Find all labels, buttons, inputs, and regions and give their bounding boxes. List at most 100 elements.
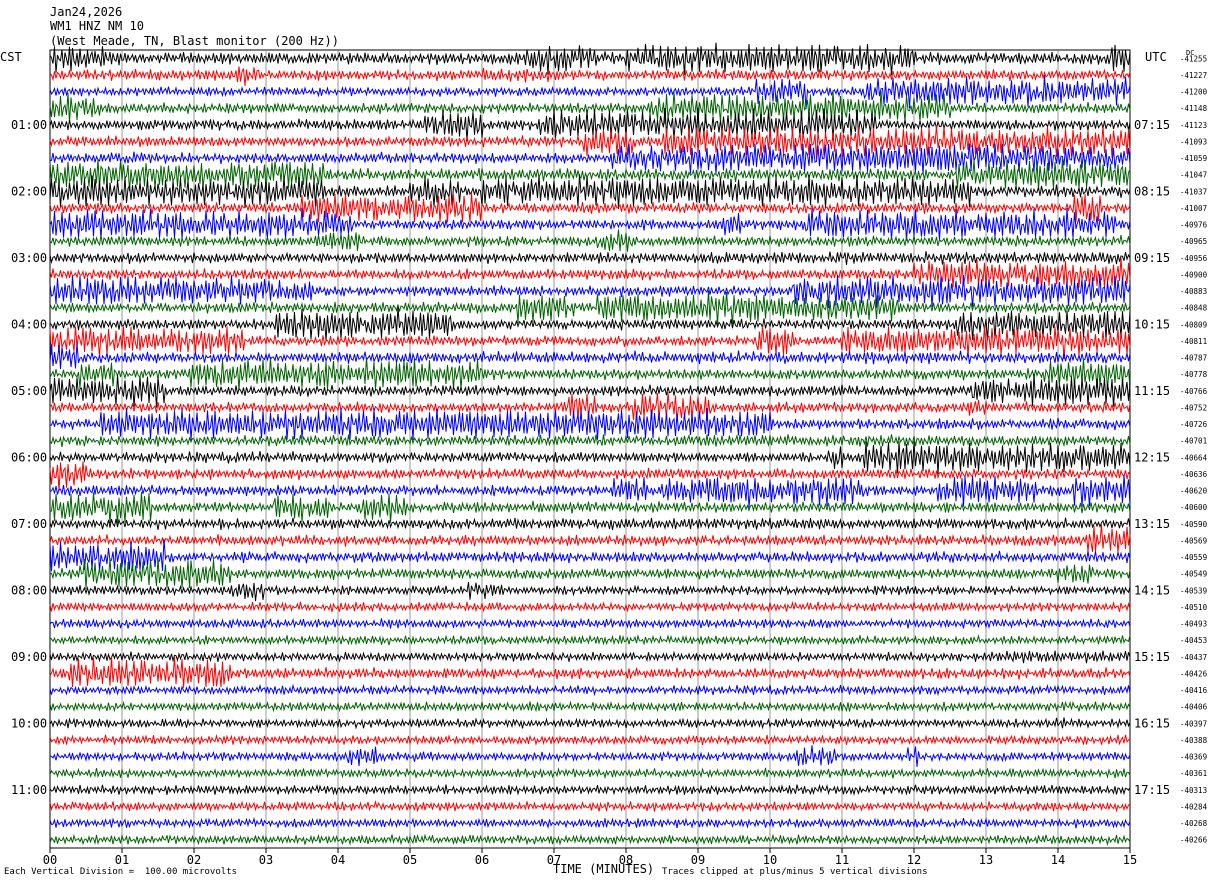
x-tick-label: 02 xyxy=(187,853,201,867)
trace-line xyxy=(49,733,1131,747)
trace-line xyxy=(49,274,1131,309)
dc-offset-label: -40510 xyxy=(1180,603,1208,612)
dc-offset-label: -40266 xyxy=(1180,836,1208,845)
dc-offset-label: -40416 xyxy=(1180,686,1208,695)
trace-line xyxy=(49,143,1131,175)
trace-line xyxy=(49,207,1131,241)
trace-line xyxy=(49,407,1131,441)
trace-line xyxy=(49,461,1131,492)
trace-line xyxy=(49,474,1131,508)
dc-offset-label: -40539 xyxy=(1180,586,1207,595)
trace-line xyxy=(49,517,1131,531)
trace-line xyxy=(49,539,1131,572)
x-tick-label: 05 xyxy=(403,853,417,867)
dc-offset-label: -41037 xyxy=(1180,187,1207,196)
dc-offset-label: -40726 xyxy=(1180,420,1208,429)
trace-line xyxy=(49,800,1131,813)
trace-line xyxy=(49,157,1131,192)
x-tick-label: 10 xyxy=(763,853,777,867)
x-tick-label: 04 xyxy=(331,853,345,867)
trace-line xyxy=(49,816,1131,830)
trace-line xyxy=(49,441,1131,475)
trace-line xyxy=(49,557,1131,590)
trace-line xyxy=(49,374,1131,408)
x-tick-label: 12 xyxy=(907,853,921,867)
dc-offset-label: -40284 xyxy=(1180,802,1208,811)
trace-line xyxy=(49,307,1131,342)
dc-offset-label: -40811 xyxy=(1180,337,1207,346)
x-tick-label: 14 xyxy=(1051,853,1065,867)
dc-offset-label: -40569 xyxy=(1180,536,1207,545)
cst-hour-label: 01:00 xyxy=(11,118,47,132)
x-tick-label: 15 xyxy=(1123,853,1137,867)
utc-hour-label: 11:15 xyxy=(1134,384,1170,398)
timezone-right-label: UTC xyxy=(1145,50,1167,64)
dc-offset-label: -41007 xyxy=(1180,204,1207,213)
utc-hour-label: 14:15 xyxy=(1134,583,1170,597)
utc-hour-label: 07:15 xyxy=(1134,118,1170,132)
x-tick-label: 00 xyxy=(43,853,57,867)
cst-hour-label: 10:00 xyxy=(11,716,47,730)
trace-line xyxy=(49,767,1131,780)
x-tick-label: 03 xyxy=(259,853,273,867)
dc-offset-label: -40549 xyxy=(1180,570,1207,579)
dc-offset-label: -40406 xyxy=(1180,703,1208,712)
trace-line xyxy=(49,251,1131,265)
trace-line xyxy=(49,392,1131,422)
station-description: (West Meade, TN, Blast monitor (200 Hz)) xyxy=(50,34,339,48)
dc-offset-label: -41200 xyxy=(1180,88,1208,97)
vertical-division-note: Each Vertical Division = 100.00 microvol… xyxy=(4,867,237,877)
x-axis-label: TIME (MINUTES) xyxy=(553,862,655,876)
trace-line xyxy=(49,192,1131,223)
trace-line xyxy=(49,683,1131,697)
timezone-left-label: CST xyxy=(0,50,22,64)
dc-offset-label: -40778 xyxy=(1180,370,1208,379)
dc-offset-label: -40397 xyxy=(1180,719,1207,728)
dc-offset-label: -40787 xyxy=(1180,354,1207,363)
utc-hour-label: 17:15 xyxy=(1134,783,1170,797)
dc-offset-label: -41059 xyxy=(1180,154,1207,163)
dc-offset-label: -40559 xyxy=(1180,553,1207,562)
trace-line xyxy=(49,325,1131,359)
trace-line xyxy=(49,600,1131,613)
trace-line xyxy=(49,745,1131,767)
utc-hour-label: 16:15 xyxy=(1134,716,1170,730)
trace-line xyxy=(49,617,1131,630)
trace-line xyxy=(49,257,1131,291)
dc-offset-label: -40900 xyxy=(1180,270,1208,279)
clipping-note: Traces clipped at plus/minus 5 vertical … xyxy=(662,867,928,877)
dc-offset-label: -40268 xyxy=(1180,819,1208,828)
dc-offset-header: DC xyxy=(1186,49,1195,57)
trace-line xyxy=(49,833,1131,847)
dc-offset-label: -40493 xyxy=(1180,620,1207,629)
x-tick-label: 11 xyxy=(835,853,849,867)
x-tick-label: 13 xyxy=(979,853,993,867)
trace-line xyxy=(49,66,1131,86)
cst-hour-label: 09:00 xyxy=(11,650,47,664)
dc-offset-label: -41148 xyxy=(1180,104,1208,113)
dc-offset-label: -40369 xyxy=(1180,753,1207,762)
x-tick-label: 06 xyxy=(475,853,489,867)
cst-hour-label: 02:00 xyxy=(11,184,47,198)
utc-hour-label: 13:15 xyxy=(1134,517,1170,531)
utc-hour-label: 15:15 xyxy=(1134,650,1170,664)
trace-line xyxy=(49,342,1131,370)
dc-offset-label: -40388 xyxy=(1180,736,1208,745)
trace-line xyxy=(49,290,1131,325)
cst-hour-label: 03:00 xyxy=(11,251,47,265)
dc-offset-label: -40848 xyxy=(1180,304,1208,313)
dc-offset-label: -40361 xyxy=(1180,769,1207,778)
dc-offset-label: -40766 xyxy=(1180,387,1208,396)
cst-hour-label: 08:00 xyxy=(11,583,47,597)
dc-offset-label: -40437 xyxy=(1180,653,1207,662)
trace-line xyxy=(49,700,1131,713)
dc-offset-label: -40636 xyxy=(1180,470,1208,479)
dc-offset-label: -41227 xyxy=(1180,71,1207,80)
trace-line xyxy=(49,656,1131,688)
trace-line xyxy=(49,650,1131,664)
dc-offset-label: -40453 xyxy=(1180,636,1207,645)
plot-frame xyxy=(49,49,1131,849)
dc-offset-label: -40313 xyxy=(1180,786,1207,795)
cst-hour-label: 11:00 xyxy=(11,783,47,797)
